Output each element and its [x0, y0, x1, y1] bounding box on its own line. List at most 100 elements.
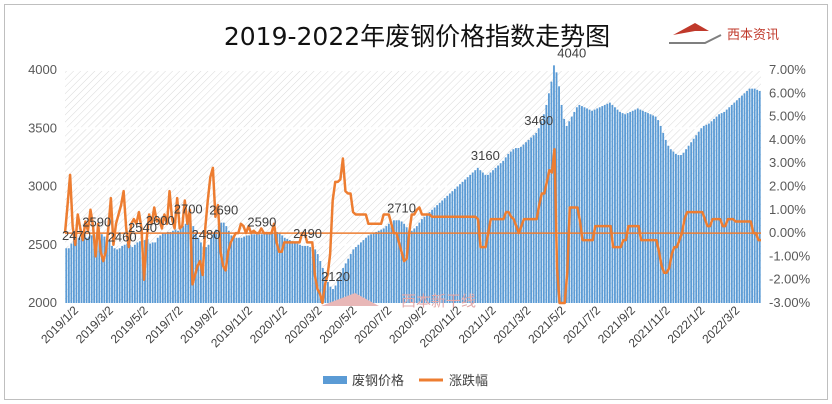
bar	[266, 233, 268, 303]
y-right-tick-label: -3.00%	[769, 295, 811, 310]
bar	[258, 234, 261, 303]
bar	[342, 268, 345, 303]
bar	[502, 160, 505, 303]
bar	[103, 236, 106, 303]
data-label: 2480	[192, 227, 221, 242]
bar	[156, 237, 159, 303]
bar	[753, 88, 756, 303]
bar	[215, 229, 218, 303]
bar	[339, 273, 342, 304]
bar	[474, 170, 477, 303]
y-left-tick-label: 4000	[28, 62, 57, 77]
bar	[131, 247, 134, 303]
bar	[492, 170, 494, 303]
bar	[603, 104, 606, 303]
bar	[563, 118, 566, 304]
bar	[586, 108, 588, 303]
bar	[177, 230, 179, 303]
bar	[398, 220, 400, 303]
y-right-tick-label: -1.00%	[769, 248, 811, 263]
x-tick-label: 2019/3/2	[73, 303, 116, 346]
legend-item-change: 涨跌幅	[449, 373, 488, 388]
bar	[253, 234, 256, 303]
bar	[558, 86, 560, 303]
x-tick-label: 2020/5/2	[317, 303, 360, 346]
data-label: 2600	[146, 213, 175, 228]
bar	[438, 202, 441, 303]
bar	[756, 89, 759, 303]
x-tick-label: 2022/3/2	[699, 303, 742, 346]
bar	[403, 223, 406, 303]
bar	[680, 155, 682, 303]
bar	[118, 248, 121, 303]
bar	[481, 172, 484, 303]
bar	[207, 244, 210, 303]
x-tick-label: 2020/3/2	[282, 303, 325, 346]
bar	[647, 113, 649, 303]
x-tick-label: 2020/7/2	[351, 303, 394, 346]
bar	[611, 104, 614, 303]
bar	[507, 153, 510, 303]
bar	[466, 177, 469, 303]
bar	[674, 153, 677, 303]
bar	[281, 235, 284, 303]
bar	[75, 237, 78, 303]
bar	[606, 103, 609, 303]
bar	[235, 237, 238, 303]
bar	[664, 139, 667, 303]
chart-svg: 2019-2022年废钢价格指数走势图 西本资讯 西本新干线 2000 2500 3…	[28, 22, 811, 388]
data-label: 3460	[524, 113, 553, 128]
bar	[250, 234, 253, 303]
bar	[669, 149, 672, 303]
bar	[179, 228, 182, 303]
x-tick-label: 2021/5/2	[525, 303, 568, 346]
bar	[100, 234, 103, 303]
bar	[581, 106, 583, 304]
bar	[525, 142, 527, 303]
data-label: 2490	[293, 226, 322, 241]
bar	[413, 228, 416, 303]
bar	[710, 121, 713, 303]
bar	[187, 221, 190, 303]
bar	[205, 247, 207, 303]
bar	[273, 233, 276, 303]
bar	[695, 135, 698, 303]
bar	[593, 109, 596, 303]
y-left-tick-label: 2500	[28, 237, 57, 252]
bar	[677, 155, 680, 303]
bar	[301, 245, 304, 303]
bar	[652, 115, 654, 303]
bar	[133, 244, 136, 303]
bar	[441, 200, 444, 303]
bar	[690, 142, 693, 303]
bar	[748, 88, 751, 303]
bar	[283, 237, 286, 303]
watermark: 西本新干线	[321, 293, 476, 310]
bar	[626, 113, 629, 303]
bar	[553, 65, 555, 303]
bar	[583, 107, 586, 303]
bar	[169, 231, 172, 303]
bar	[601, 106, 604, 304]
bar	[217, 226, 220, 303]
data-label: 4040	[557, 45, 586, 60]
bar	[337, 279, 339, 303]
bar	[334, 285, 337, 303]
bar	[65, 248, 68, 303]
bar	[596, 108, 599, 303]
bar	[293, 242, 296, 303]
y-right-tick-label: 7.00%	[769, 62, 806, 77]
bar	[360, 242, 362, 303]
bar	[728, 107, 731, 303]
bar	[385, 226, 388, 303]
bar	[560, 104, 563, 303]
bar	[220, 222, 223, 303]
watermark-logo-icon	[321, 293, 379, 306]
bar	[636, 108, 639, 303]
bar	[80, 237, 83, 303]
bar	[362, 240, 365, 303]
logo: 西本资讯	[669, 23, 779, 44]
bar	[230, 235, 233, 303]
bar	[464, 179, 466, 303]
bar	[436, 205, 439, 303]
